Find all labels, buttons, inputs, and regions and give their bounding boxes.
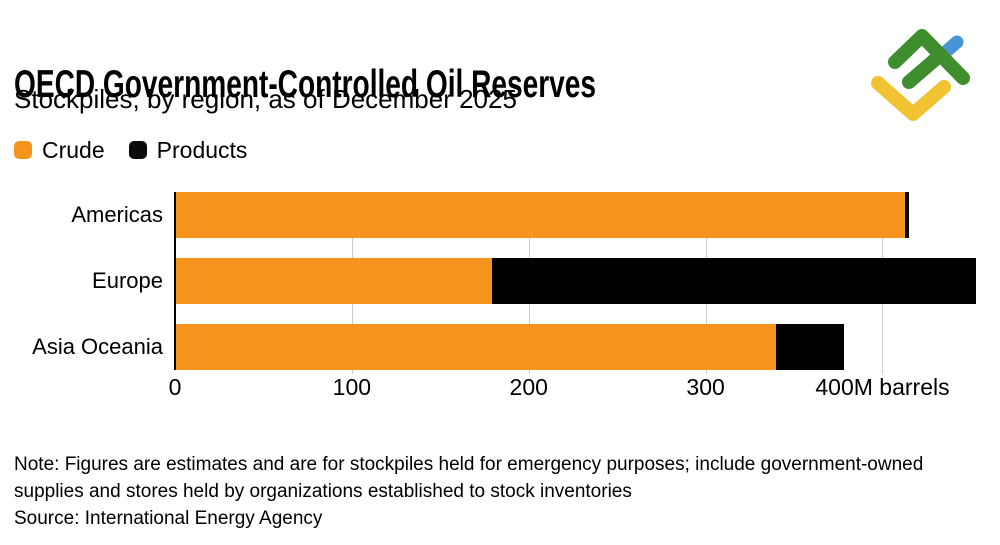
y-axis-line: [174, 192, 176, 370]
legend-item-products: Products: [128, 137, 248, 163]
chart-subtitle: Stockpiles, by region, as of December 20…: [14, 84, 517, 114]
logo-yellow-stroke: [871, 76, 951, 121]
bar-segment-products-europe: [491, 258, 977, 304]
logo-green-stroke: [888, 29, 970, 85]
chart-title: OECD Government-Controlled Oil Reserves: [14, 63, 597, 107]
crude-swatch-icon: [14, 141, 32, 159]
tick-label-100: 100: [332, 374, 372, 400]
legend: Crude Products: [14, 138, 247, 162]
source-text: Source: International Energy Agency: [14, 508, 323, 529]
bar-segment-crude-asia-oceania: [175, 324, 777, 370]
bar-row-americas: [175, 192, 909, 238]
bar-segment-products-americas: [905, 192, 909, 238]
tick-label-300: 300: [686, 374, 725, 400]
tick-label-0: 0: [168, 374, 182, 400]
plot-area: [175, 192, 978, 374]
legend-label-crude: Crude: [42, 137, 105, 163]
litefinance-logo: [871, 29, 970, 121]
bar-row-asia-oceania: [175, 324, 844, 370]
bar-segment-crude-americas: [175, 192, 906, 238]
tick-label-400: 400M barrels: [815, 374, 950, 400]
tick-label-200: 200: [509, 374, 548, 400]
category-label-americas: Americas: [71, 202, 163, 227]
logo-green-crossbar: [902, 50, 945, 89]
bar-segment-products-asia-oceania: [776, 324, 844, 370]
legend-label-products: Products: [156, 137, 248, 163]
category-label-asia-oceania: Asia Oceania: [32, 334, 163, 359]
legend-item-crude: Crude: [14, 138, 105, 162]
bar-segment-crude-europe: [175, 258, 492, 304]
note-text: Note: Figures are estimates and are for …: [14, 454, 924, 502]
products-swatch-icon: [128, 141, 147, 159]
bar-row-europe: [175, 258, 977, 304]
footer: Note: Figures are estimates and are for …: [14, 451, 944, 532]
category-label-europe: Europe: [92, 268, 163, 293]
